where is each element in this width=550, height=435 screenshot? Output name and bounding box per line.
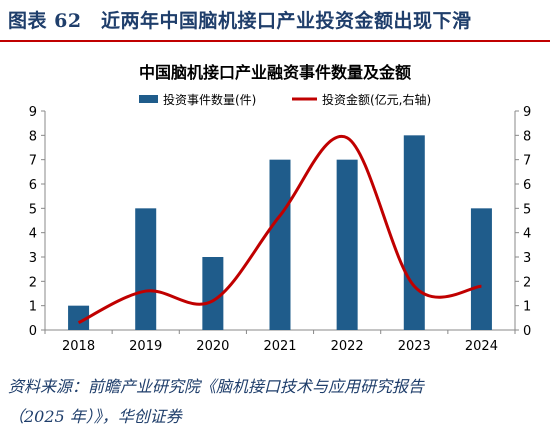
x-tick-label: 2024 (465, 339, 498, 354)
y-tick-label-right: 7 (523, 154, 531, 169)
bar-2023 (403, 135, 425, 330)
bar-2021 (269, 159, 291, 330)
figure-header: 图表 62 近两年中国脑机接口产业投资金额出现下滑 (0, 0, 550, 42)
bar-2022 (336, 159, 358, 330)
bar-2018 (68, 305, 90, 330)
y-tick-label-right: 9 (523, 105, 531, 120)
line-series-amount (77, 134, 482, 325)
y-tick-label-right: 4 (523, 227, 531, 242)
y-tick-label-right: 1 (523, 300, 531, 315)
combo-chart: 中国脑机接口产业融资事件数量及金额 0 1 2 3 4 5 6 7 8 9 0 1 2 3 4 5 6 7 8 9 201… (29, 63, 532, 354)
bar-2024 (470, 208, 492, 330)
y-tick-label-left: 4 (29, 227, 37, 242)
y-tick-label-left: 2 (29, 275, 37, 290)
y-tick-label-left: 1 (29, 300, 37, 315)
y-tick-label-left: 5 (29, 202, 37, 217)
header-divider (0, 40, 550, 42)
y-tick-label-left: 9 (29, 105, 37, 120)
bar-2019 (135, 208, 157, 330)
x-tick-label: 2022 (331, 339, 364, 354)
x-tick-label: 2021 (263, 339, 296, 354)
figure-title: 图表 62 近两年中国脑机接口产业投资金额出现下滑 (8, 10, 472, 32)
y-tick-label-right: 0 (523, 324, 531, 339)
y-tick-label-right: 8 (523, 129, 531, 144)
y-tick-label-left: 3 (29, 251, 37, 266)
legend-label-line: 投资金额(亿元,右轴) (322, 92, 431, 107)
x-tick-label: 2018 (62, 339, 95, 354)
y-tick-label-right: 3 (523, 251, 531, 266)
y-tick-label-left: 7 (29, 154, 37, 169)
x-tick-label: 2020 (196, 339, 229, 354)
y-tick-label-right: 6 (523, 178, 531, 193)
y-tick-label-right: 5 (523, 202, 531, 217)
source-note: 资料来源：前瞻产业研究院《脑机接口技术与应用研究报告 （2025 年）》，华创证… (8, 372, 548, 432)
legend-swatch-bar (139, 95, 158, 103)
source-line-2: （2025 年）》，华创证券 (8, 407, 182, 426)
x-tick-label: 2019 (129, 339, 162, 354)
bar-2020 (202, 257, 224, 330)
y-tick-label-left: 8 (29, 129, 37, 144)
y-tick-label-left: 6 (29, 178, 37, 193)
source-line-1: 资料来源：前瞻产业研究院《脑机接口技术与应用研究报告 (8, 377, 425, 396)
chart-area: 中国脑机接口产业融资事件数量及金额 0 1 2 3 4 5 6 7 8 9 0 1 2 3 4 5 6 7 8 9 201… (0, 48, 550, 368)
x-tick-label: 2023 (398, 339, 431, 354)
chart-title: 中国脑机接口产业融资事件数量及金额 (139, 63, 411, 82)
y-tick-label-left: 0 (29, 324, 37, 339)
legend-label-bar: 投资事件数量(件) (163, 92, 256, 107)
y-tick-label-right: 2 (523, 275, 531, 290)
